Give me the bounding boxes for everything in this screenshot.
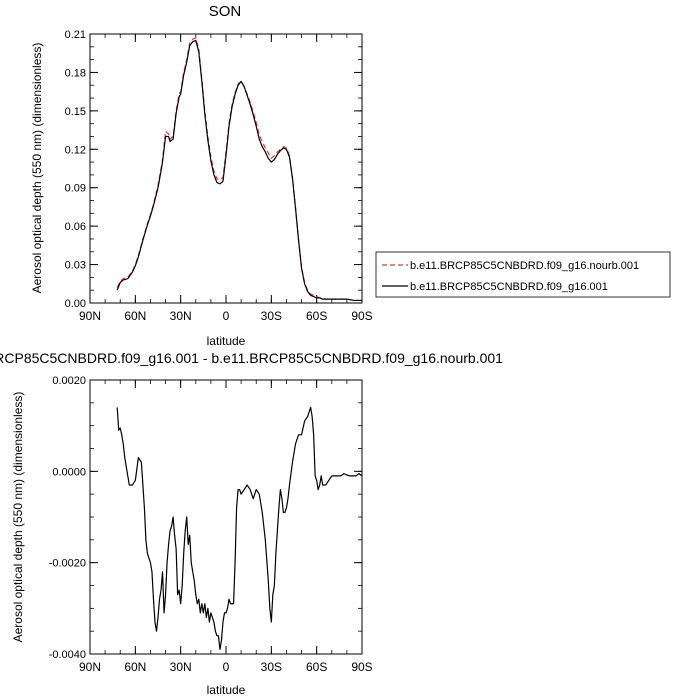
chart-top-y-axis-label: Aerosol optical depth (550 nm) (dimensio… [30,43,44,294]
x-tick-label: 60N [124,309,146,323]
chart-top-plot-frame [89,33,363,304]
y-tick-label: 0.00 [65,298,86,310]
y-tick-label: 0.21 [65,29,86,41]
chart-bottom-series [116,406,363,651]
y-tick-label: -0.0020 [49,558,86,570]
x-tick-label: 90S [351,660,372,674]
chart-top-x-axis-label: latitude [207,334,246,348]
x-tick-label: 90S [351,309,372,323]
x-tick-label: 0 [223,309,230,323]
x-tick-label: 90N [79,660,101,674]
chart-top-legend-box [375,251,671,298]
chart-bottom-x-axis: 90N 60N 30N 0 30S 60S 90S [79,380,373,674]
x-tick-label: 60S [306,660,327,674]
chart-top-legend: b.e11.BRCP85C5CNBDRD.f09_g16.nourb.001 b… [375,251,671,298]
y-tick-label: 0.09 [65,183,86,195]
x-tick-label: 30N [170,309,192,323]
x-tick-label: 60N [124,660,146,674]
y-tick-label: 0.12 [65,144,86,156]
chart-top-x-axis: 90N 60N 30N 0 30S 60S 90S [79,34,373,323]
chart-top-aod: SON 0.00 0.03 0.06 0.09 0.12 0.15 0.18 0.21 90N… [30,3,671,348]
chart-bottom-diff: b.e11.BRCP85C5CNBDRD.f09_g16.001 - b.e11… [0,350,503,697]
chart-top-y-axis: 0.00 0.03 0.06 0.09 0.12 0.15 0.18 0.21 [65,29,362,310]
y-tick-label: 0.0020 [52,375,86,387]
y-tick-label: 0.15 [65,106,86,118]
legend-label-nourb: b.e11.BRCP85C5CNBDRD.f09_g16.nourb.001 [410,260,639,272]
y-tick-label: 0.06 [65,221,86,233]
x-tick-label: 30N [170,660,192,674]
series-line-0-0 [116,37,362,302]
chart-bottom-title: b.e11.BRCP85C5CNBDRD.f09_g16.001 - b.e11… [0,350,503,366]
chart-bottom-y-axis: -0.0040 -0.0020 0.0000 0.0020 [49,375,362,661]
legend-label-urb: b.e11.BRCP85C5CNBDRD.f09_g16.001 [410,281,608,293]
series-line-0-1 [116,39,362,302]
chart-bottom-x-axis-label: latitude [207,683,246,697]
x-tick-label: 30S [261,660,282,674]
chart-bottom-y-axis-label: Aerosol optical depth (550 nm) (dimensio… [11,392,25,643]
y-tick-label: 0.03 [65,260,86,272]
x-tick-label: 0 [223,660,230,674]
series-line-1-0 [116,406,363,651]
chart-top-title: SON [209,3,242,20]
x-tick-label: 60S [306,309,327,323]
y-tick-label: 0.18 [65,67,86,79]
y-tick-label: -0.0040 [49,649,86,661]
x-tick-label: 90N [79,309,101,323]
chart-top-series [116,37,362,302]
x-tick-label: 30S [261,309,282,323]
y-tick-label: 0.0000 [52,466,86,478]
